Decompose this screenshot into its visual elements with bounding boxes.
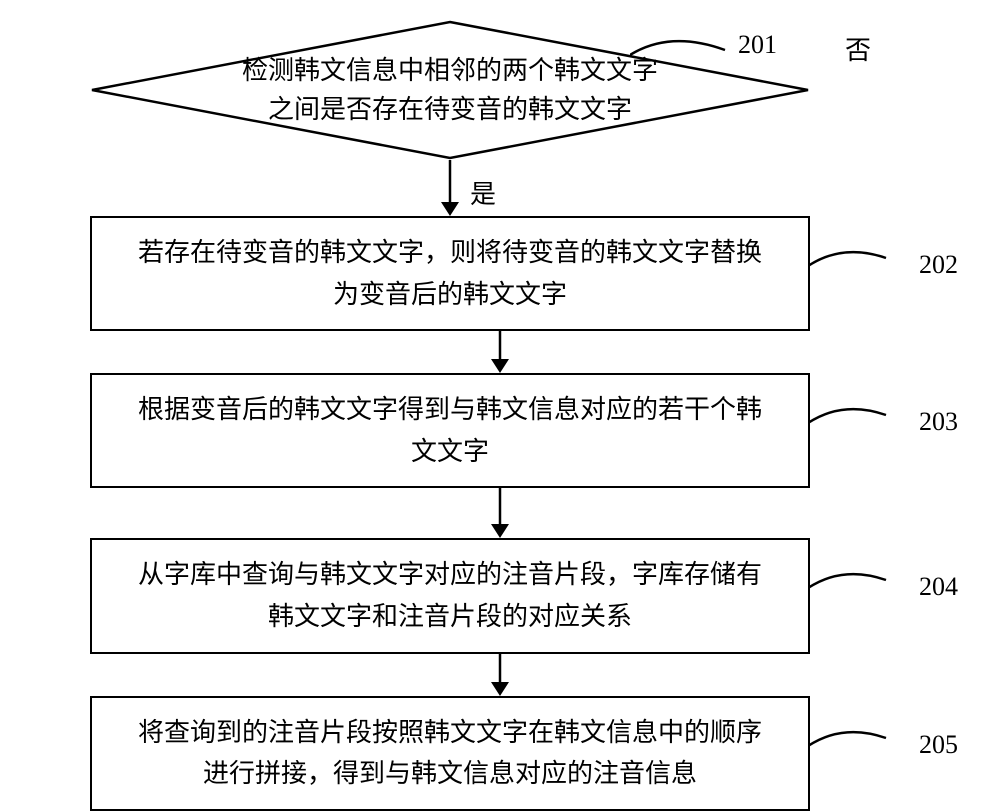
step-box-204: 从字库中查询与韩文文字对应的注音片段，字库存储有韩文文字和注音片段的对应关系 2… [90,538,810,653]
arrow-yes [435,160,465,216]
step-number-201: 201 [738,30,777,60]
step-text-204: 从字库中查询与韩文文字对应的注音片段，字库存储有韩文文字和注音片段的对应关系 [138,560,762,631]
step-box-203: 根据变音后的韩文文字得到与韩文信息对应的若干个韩文文字 203 [90,373,810,488]
step-text-205: 将查询到的注音片段按照韩文文字在韩文信息中的顺序进行拼接，得到与韩文信息对应的注… [138,718,762,789]
arrow-204-205 [485,654,515,696]
connector-205 [808,728,898,758]
no-label: 否 [845,30,871,67]
step-text-202: 若存在待变音的韩文文字，则将待变音的韩文文字替换为变音后的韩文文字 [138,238,762,309]
step-number-204: 204 [919,566,958,608]
connector-204 [808,570,898,600]
step-text-203: 根据变音后的韩文文字得到与韩文信息对应的若干个韩文文字 [138,395,762,466]
decision-node: 检测韩文信息中相邻的两个韩文文字之间是否存在待变音的韩文文字 201 否 [90,20,810,160]
step-number-205: 205 [919,724,958,766]
flowchart-container: 检测韩文信息中相邻的两个韩文文字之间是否存在待变音的韩文文字 201 否 是 若… [90,20,910,811]
step-number-203: 203 [919,401,958,443]
arrow-203-204 [485,488,515,538]
connector-201 [630,35,750,75]
arrow-yes-wrap: 是 [90,160,810,216]
step-box-202: 若存在待变音的韩文文字，则将待变音的韩文文字替换为变音后的韩文文字 202 [90,216,810,331]
step-number-202: 202 [919,244,958,286]
arrow-202-203 [485,331,515,373]
connector-203 [808,405,898,435]
yes-label: 是 [470,174,496,211]
step-box-205: 将查询到的注音片段按照韩文文字在韩文信息中的顺序进行拼接，得到与韩文信息对应的注… [90,696,810,811]
connector-202 [808,248,898,278]
